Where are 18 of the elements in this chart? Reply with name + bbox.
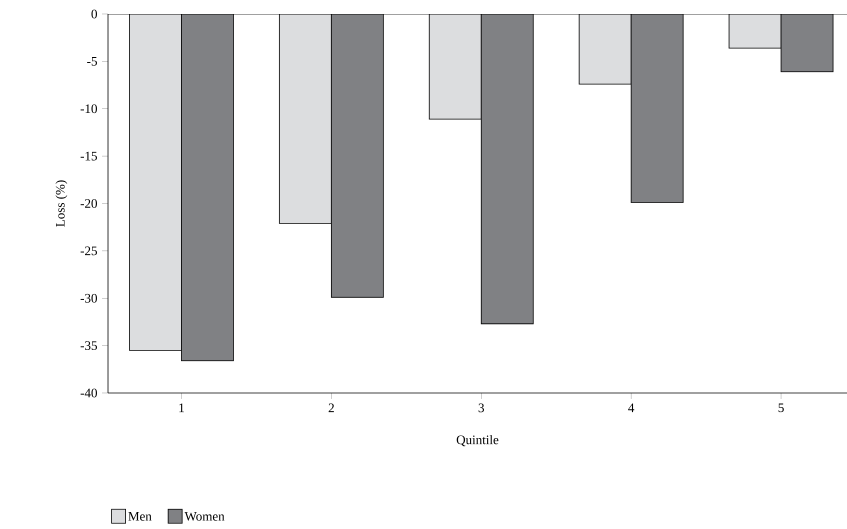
x-tick-label: 4 [628, 404, 634, 412]
x-tick-label: 3 [478, 404, 484, 412]
x-tick-label: 5 [778, 404, 784, 412]
y-tick-label: -30 [80, 294, 97, 303]
y-tick-label: -20 [80, 199, 97, 208]
y-tick-label: -40 [80, 388, 97, 398]
y-tick-label: -35 [80, 341, 97, 350]
y-tick-label: -5 [87, 57, 97, 66]
x-tick-label: 1 [179, 404, 184, 412]
legend-label: Men [128, 512, 152, 521]
legend-label: Women [184, 512, 224, 521]
y-tick-label: -25 [80, 246, 97, 256]
x-axis-title: Quintile [456, 435, 498, 446]
x-tick-label: 2 [328, 404, 334, 412]
y-axis-title: Loss (%) [56, 180, 68, 227]
y-tick-label: -10 [80, 104, 97, 114]
y-tick-label: 0 [91, 10, 97, 18]
y-tick-label: -15 [80, 152, 97, 160]
